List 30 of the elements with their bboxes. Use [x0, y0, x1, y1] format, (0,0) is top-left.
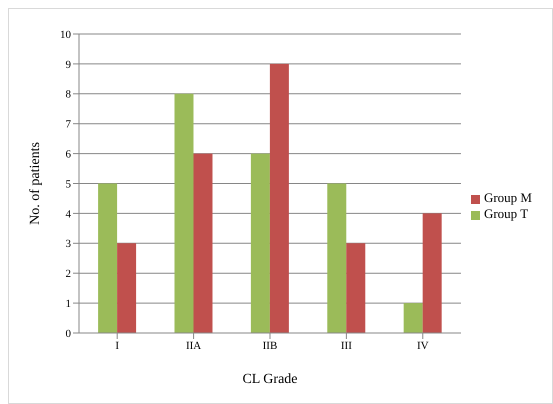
x-tick-label: III — [340, 340, 352, 352]
y-tick-label: 7 — [66, 118, 72, 131]
bar — [174, 94, 194, 333]
bar — [270, 64, 289, 333]
bar — [98, 184, 118, 333]
y-tick-label: 8 — [66, 88, 72, 101]
x-tick-label: IV — [416, 340, 429, 352]
y-tick-label: 1 — [66, 298, 71, 310]
y-tick-label: 3 — [66, 238, 72, 250]
y-tick-label: 9 — [66, 58, 72, 71]
y-tick-label: 0 — [66, 328, 72, 340]
legend-label: Group T — [484, 206, 528, 221]
y-tick-label: 5 — [66, 178, 72, 190]
legend-label: Group M — [484, 190, 532, 205]
y-axis-title: No. of patients — [28, 142, 43, 225]
bar — [422, 213, 442, 333]
bar — [250, 154, 270, 333]
bar — [404, 303, 423, 333]
y-tick-label: 2 — [66, 268, 71, 280]
x-tick-label: IIA — [186, 340, 202, 352]
bar — [327, 184, 346, 333]
bar — [117, 243, 136, 333]
x-axis-title: CL Grade — [242, 372, 298, 387]
x-tick-label: I — [115, 340, 120, 352]
x-tick-label: IIB — [262, 340, 278, 352]
y-tick-label: 4 — [66, 208, 72, 220]
bar — [346, 243, 366, 333]
y-tick-label: 6 — [66, 148, 72, 161]
y-tick-label: 10 — [60, 28, 72, 41]
bar — [193, 154, 212, 333]
